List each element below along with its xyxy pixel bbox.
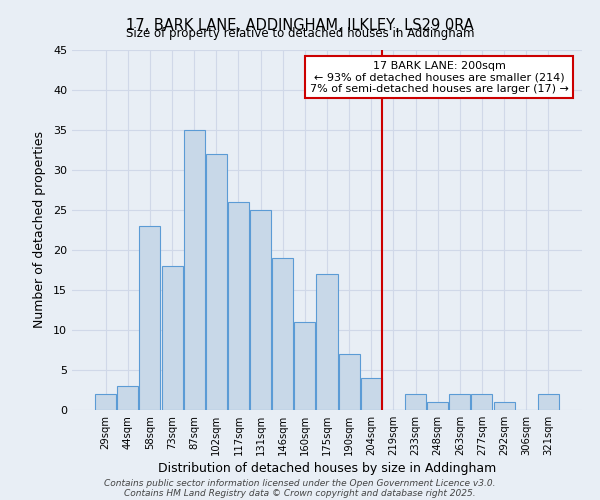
Bar	[118, 386, 139, 410]
Bar	[184, 130, 205, 410]
Y-axis label: Number of detached properties: Number of detached properties	[33, 132, 46, 328]
Bar	[338, 354, 359, 410]
X-axis label: Distribution of detached houses by size in Addingham: Distribution of detached houses by size …	[158, 462, 496, 475]
Bar	[405, 394, 426, 410]
Bar	[427, 402, 448, 410]
Bar	[449, 394, 470, 410]
Bar	[228, 202, 249, 410]
Bar	[472, 394, 493, 410]
Bar	[538, 394, 559, 410]
Bar	[295, 322, 316, 410]
Bar	[206, 154, 227, 410]
Text: 17, BARK LANE, ADDINGHAM, ILKLEY, LS29 0RA: 17, BARK LANE, ADDINGHAM, ILKLEY, LS29 0…	[126, 18, 474, 32]
Bar	[361, 378, 382, 410]
Text: Contains public sector information licensed under the Open Government Licence v3: Contains public sector information licen…	[104, 478, 496, 488]
Bar	[95, 394, 116, 410]
Text: Size of property relative to detached houses in Addingham: Size of property relative to detached ho…	[126, 28, 474, 40]
Bar	[139, 226, 160, 410]
Text: 17 BARK LANE: 200sqm
← 93% of detached houses are smaller (214)
7% of semi-detac: 17 BARK LANE: 200sqm ← 93% of detached h…	[310, 61, 569, 94]
Bar	[272, 258, 293, 410]
Bar	[494, 402, 515, 410]
Text: Contains HM Land Registry data © Crown copyright and database right 2025.: Contains HM Land Registry data © Crown c…	[124, 488, 476, 498]
Bar	[161, 266, 182, 410]
Bar	[250, 210, 271, 410]
Bar	[316, 274, 338, 410]
